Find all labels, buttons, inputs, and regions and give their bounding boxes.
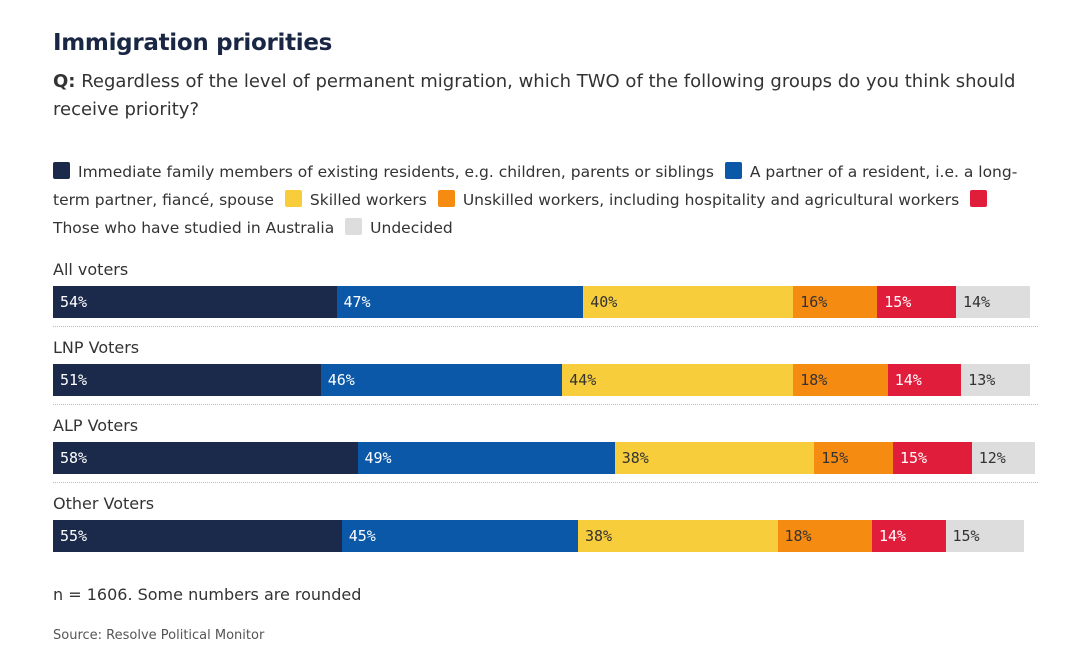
data-label-undecided-0: 14% — [963, 293, 991, 311]
data-label-unskilled-3: 18% — [784, 527, 812, 545]
bar-segment-undecided-0 — [956, 286, 1030, 318]
question-text: Regardless of the level of permanent mig… — [53, 71, 1016, 120]
bar-segment-family-1 — [53, 364, 321, 396]
data-label-family-3: 55% — [60, 527, 88, 545]
data-label-undecided-3: 15% — [952, 527, 980, 545]
bar-segment-undecided-1 — [961, 364, 1030, 396]
bar-segment-partner-3 — [341, 520, 578, 552]
legend-swatch-unskilled — [437, 190, 455, 207]
bar-segment-undecided-2 — [971, 442, 1035, 474]
legend-item-family: Immediate family members of existing res… — [53, 162, 714, 181]
category-label-1: LNP Voters — [53, 338, 140, 357]
bar-segment-unskilled-3 — [777, 520, 872, 552]
data-label-partner-3: 45% — [348, 527, 376, 545]
data-label-unskilled-1: 18% — [800, 371, 828, 389]
data-label-undecided-2: 12% — [978, 449, 1006, 467]
legend-item-partner: A partner of a resident, i.e. a long-ter… — [53, 162, 1018, 209]
legend-item-undecided: Undecided — [345, 218, 453, 237]
data-label-studied-1: 14% — [894, 371, 922, 389]
data-label-studied-3: 14% — [879, 527, 907, 545]
legend-label-undecided: Undecided — [370, 219, 453, 237]
data-label-family-2: 58% — [60, 449, 88, 467]
legend-label-partner: A partner of a resident, i.e. a long-ter… — [53, 163, 1018, 209]
question: Q: Regardless of the level of permanent … — [53, 68, 1038, 124]
legend-item-unskilled: Unskilled workers, including hospitality… — [437, 190, 960, 209]
category-label-2: ALP Voters — [53, 416, 139, 435]
legend-label-unskilled: Unskilled workers, including hospitality… — [462, 191, 960, 209]
legend-label-skilled: Skilled workers — [309, 191, 427, 209]
footnote: n = 1606. Some numbers are rounded — [53, 585, 362, 604]
bar-segment-skilled-1 — [562, 364, 794, 396]
legend-swatch-studied — [970, 190, 988, 207]
data-label-skilled-2: 38% — [621, 449, 649, 467]
data-label-unskilled-0: 16% — [800, 293, 828, 311]
legend-label-studied: Those who have studied in Australia — [53, 219, 335, 237]
data-label-undecided-1: 13% — [968, 371, 996, 389]
legend-item-studied: Those who have studied in Australia — [53, 190, 995, 237]
bar-segment-undecided-3 — [945, 520, 1025, 552]
category-label-3: Other Voters — [53, 494, 155, 513]
bar-segment-studied-3 — [872, 520, 946, 552]
legend: Immediate family members of existing res… — [53, 158, 1038, 242]
question-label: Q: — [53, 71, 76, 92]
bar-segment-unskilled-2 — [814, 442, 893, 474]
data-label-skilled-1: 44% — [569, 371, 597, 389]
bar-segment-unskilled-0 — [793, 286, 878, 318]
data-label-partner-0: 47% — [343, 293, 371, 311]
legend-label-family: Immediate family members of existing res… — [78, 163, 714, 181]
data-label-skilled-0: 40% — [590, 293, 618, 311]
data-label-partner-2: 49% — [364, 449, 392, 467]
bar-segment-unskilled-1 — [793, 364, 888, 396]
chart-title: Immigration priorities — [53, 30, 333, 56]
legend-swatch-undecided — [345, 218, 363, 235]
bar-segment-studied-0 — [877, 286, 956, 318]
data-label-studied-2: 15% — [900, 449, 928, 467]
bar-segment-family-2 — [53, 442, 358, 474]
data-label-studied-0: 15% — [884, 293, 912, 311]
bar-segment-family-0 — [53, 286, 337, 318]
row-separator-1 — [53, 404, 1038, 405]
bar-segment-skilled-0 — [583, 286, 794, 318]
source-credit: Source: Resolve Political Monitor — [53, 628, 265, 643]
bar-segment-studied-1 — [887, 364, 962, 396]
stacked-bar-chart: All voters 54% 47% 40% 16% 15% 14% LNP Voters 51… — [53, 260, 1038, 552]
row-separator-2 — [53, 482, 1038, 483]
category-label-0: All voters — [53, 260, 129, 279]
legend-swatch-partner — [724, 162, 742, 179]
bar-segment-skilled-2 — [614, 442, 815, 474]
data-label-partner-1: 46% — [327, 371, 355, 389]
data-label-unskilled-2: 15% — [821, 449, 849, 467]
data-label-family-0: 54% — [60, 293, 88, 311]
chart-container: Immigration priorities Q: Regardless of … — [53, 30, 1038, 552]
bar-segment-partner-0 — [336, 286, 584, 318]
legend-swatch-family — [53, 162, 70, 179]
bar-segment-family-3 — [53, 520, 342, 552]
data-label-skilled-3: 38% — [585, 527, 613, 545]
bar-segment-skilled-3 — [578, 520, 778, 552]
legend-item-skilled: Skilled workers — [284, 190, 427, 209]
row-separator-0 — [53, 326, 1038, 327]
bar-segment-partner-1 — [320, 364, 563, 396]
legend-swatch-skilled — [284, 190, 302, 207]
data-label-family-1: 51% — [60, 371, 88, 389]
bar-segment-partner-2 — [357, 442, 615, 474]
bar-segment-studied-2 — [893, 442, 972, 474]
